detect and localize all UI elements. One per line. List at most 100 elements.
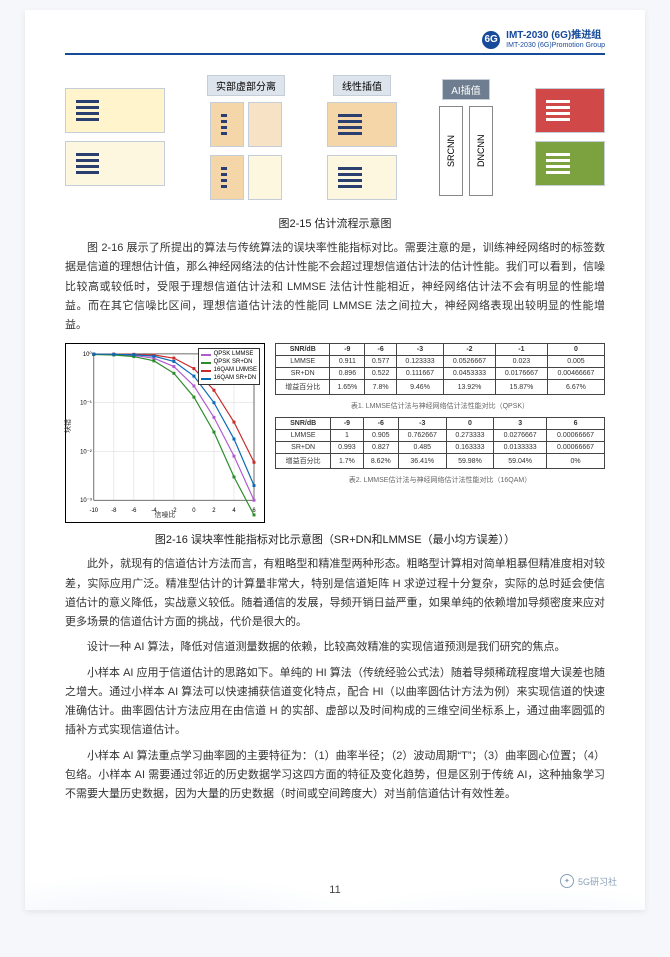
table-cell: 59.04% [494, 454, 547, 469]
table-row: SR+DN0.8960.5220.1116670.04533330.017666… [276, 368, 605, 380]
table-header-cell: -1 [495, 344, 547, 356]
stage-label-3: AI插值 [442, 79, 489, 100]
table-cell: 1 [331, 430, 363, 442]
table-cell: 0.0526667 [443, 356, 495, 368]
diagram-stage-3: AI插值 SRCNN DNCNN [439, 79, 493, 196]
table-cell: 0.896 [330, 368, 365, 380]
table-header-cell: -9 [331, 418, 363, 430]
table-header-cell: -2 [443, 344, 495, 356]
page-header: 6G IMT-2030 (6G)推进组 IMT-2030 (6G)Promoti… [65, 30, 605, 55]
table-cell: 0.993 [331, 442, 363, 454]
table-cell: 增益百分比 [276, 454, 331, 469]
table-cell: 15.87% [495, 380, 547, 395]
stage2-bot [327, 155, 397, 200]
paragraph-3: 设计一种 AI 算法，降低对信道测量数据的依赖，比较高效精准的实现信道预测是我们… [65, 638, 605, 657]
output-block-top [535, 88, 605, 133]
table-cell: 0.00066667 [547, 442, 605, 454]
stage1-bot-l [210, 155, 244, 200]
table-cell: SR+DN [276, 442, 331, 454]
srcnn-box: SRCNN [439, 106, 463, 196]
table1-caption: 表1. LMMSE估计法与神经网络估计法性能对比（QPSK） [275, 401, 605, 411]
svg-text:2: 2 [212, 508, 215, 514]
chart-legend: QPSK LMMSEQPSK SR+DN16QAM LMMSE16QAM SR+… [198, 348, 260, 385]
page-number: 11 [25, 884, 645, 896]
table-cell: 8.62% [363, 454, 398, 469]
header-title: IMT-2030 (6G)推进组 [506, 30, 605, 42]
svg-text:-8: -8 [111, 508, 117, 514]
paragraph-2: 此外，就现有的信道估计方法而言，有粗略型和精准型两种形态。粗略型计算相对简单粗暴… [65, 555, 605, 632]
table-row: 增益百分比1.65%7.8%9.46%13.92%15.87%6.67% [276, 380, 605, 395]
table-cell: 0.0133333 [494, 442, 547, 454]
svg-text:10⁻²: 10⁻² [80, 450, 92, 456]
svg-text:10⁰: 10⁰ [83, 351, 93, 358]
paragraph-4: 小样本 AI 应用于信道估计的思路如下。单纯的 HI 算法（传统经验公式法）随着… [65, 664, 605, 741]
svg-text:-6: -6 [131, 508, 137, 514]
table-row: LMMSE10.9050.7626670.2733330.02766670.00… [276, 430, 605, 442]
diagram-output [535, 88, 605, 186]
stage1-bot-r [248, 155, 282, 200]
table-cell: 0.273333 [446, 430, 494, 442]
logo-icon: 6G [482, 31, 500, 49]
table-cell: 0.023 [495, 356, 547, 368]
table-header-cell: -3 [397, 344, 444, 356]
svg-text:-10: -10 [90, 508, 99, 514]
tables-column: SNR/dB-9-6-3-2-10LMMSE0.9110.5770.123333… [275, 343, 605, 485]
table-cell: 0.522 [365, 368, 397, 380]
flow-diagram: 实部虚部分离 线性插值 AI插值 SRCNN [65, 67, 605, 207]
table-cell: 0.0176667 [495, 368, 547, 380]
table-row: 增益百分比1.7%8.62%36.41%59.98%59.04%0% [276, 454, 605, 469]
paragraph-1: 图 2-16 展示了所提出的算法与传统算法的误块率性能指标对比。需要注意的是，训… [65, 239, 605, 335]
svg-text:0: 0 [192, 508, 196, 514]
legend-item: QPSK LMMSE [201, 351, 257, 359]
table-cell: 0.827 [363, 442, 398, 454]
table-cell: 36.41% [398, 454, 446, 469]
table-cell: 13.92% [443, 380, 495, 395]
x-axis-label: 信噪比 [155, 510, 176, 520]
table-header-cell: -6 [365, 344, 397, 356]
chart-tables-row: -10-8-6-4-2024610⁻³10⁻²10⁻¹10⁰ QPSK LMMS… [65, 343, 605, 523]
table-cell: 7.8% [365, 380, 397, 395]
table-cell: 0.0276667 [494, 430, 547, 442]
diagram-stage-2: 线性插值 [327, 75, 397, 200]
table-header-cell: 3 [494, 418, 547, 430]
footer-brand: 5G研习社 [578, 875, 617, 888]
input-block-top [65, 88, 165, 133]
svg-text:10⁻¹: 10⁻¹ [80, 401, 92, 407]
table-cell: 1.65% [330, 380, 365, 395]
table-header-cell: -6 [363, 418, 398, 430]
paragraph-5: 小样本 AI 算法重点学习曲率圆的主要特征为：（1）曲率半径；（2）波动周期“T… [65, 747, 605, 805]
table-header-cell: SNR/dB [276, 344, 330, 356]
input-block-bot [65, 141, 165, 186]
figure-15-caption: 图2-15 估计流程示意图 [65, 215, 605, 231]
diagram-input [65, 88, 165, 186]
table-header-cell: 0 [446, 418, 494, 430]
table-16qam: SNR/dB-9-6-3036LMMSE10.9050.7626670.2733… [275, 417, 605, 469]
table-cell: 0.0453333 [443, 368, 495, 380]
table-cell: 0.005 [547, 356, 604, 368]
table-cell: 0.762667 [398, 430, 446, 442]
table-qpsk: SNR/dB-9-6-3-2-10LMMSE0.9110.5770.123333… [275, 343, 605, 395]
wechat-icon: ✦ [560, 874, 574, 888]
stage-label-1: 实部虚部分离 [207, 75, 285, 96]
stage-label-2: 线性插值 [333, 75, 391, 96]
output-block-bot [535, 141, 605, 186]
table-cell: LMMSE [276, 430, 331, 442]
table2-caption: 表2. LMMSE估计法与神经网络估计法性能对比（16QAM） [275, 475, 605, 485]
footer-badge: ✦ 5G研习社 [560, 874, 617, 888]
legend-item: 16QAM LMMSE [201, 367, 257, 375]
svg-text:10⁻³: 10⁻³ [80, 498, 92, 504]
table-cell: 1.7% [331, 454, 363, 469]
table-cell: LMMSE [276, 356, 330, 368]
table-cell: SR+DN [276, 368, 330, 380]
table-cell: 0.00466667 [547, 368, 604, 380]
dncnn-box: DNCNN [469, 106, 493, 196]
diagram-stage-1: 实部虚部分离 [207, 75, 285, 200]
table-cell: 0.485 [398, 442, 446, 454]
stage1-top-l [210, 102, 244, 147]
table-cell: 9.46% [397, 380, 444, 395]
table-header-cell: SNR/dB [276, 418, 331, 430]
header-titles: IMT-2030 (6G)推进组 IMT-2030 (6G)Promotion … [506, 30, 605, 49]
table-cell: 0.163333 [446, 442, 494, 454]
table-cell: 0.00066667 [547, 430, 605, 442]
svg-text:4: 4 [232, 508, 236, 514]
